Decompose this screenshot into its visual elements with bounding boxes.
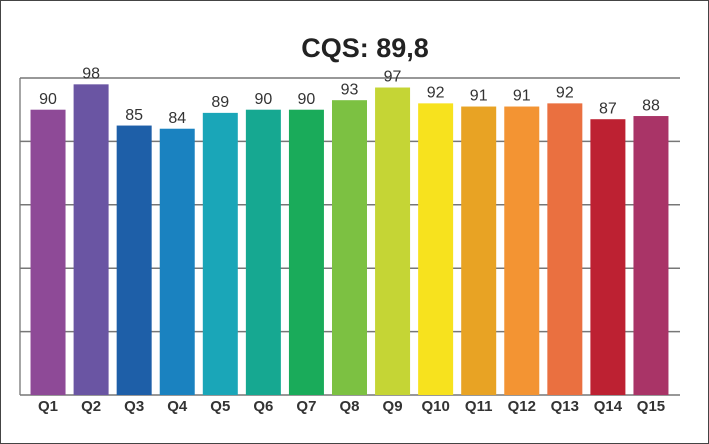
x-tick-label: Q11 [465,398,493,415]
value-label: 88 [642,97,660,114]
bar [547,103,583,396]
x-tick-label: Q7 [296,398,316,415]
bar [288,109,324,395]
bar [73,84,109,395]
bar [375,87,411,395]
bar [461,106,497,395]
x-tick-label: Q15 [637,398,665,415]
value-label: 98 [82,66,100,83]
bar [332,100,367,395]
value-label: 90 [298,91,316,108]
x-tick-label: Q4 [167,398,188,415]
bar [202,112,238,396]
bar [30,109,66,395]
x-tick-label: Q5 [210,398,230,415]
value-label: 92 [556,85,574,102]
value-label: 90 [254,91,272,108]
value-label: 84 [168,110,186,127]
x-tick-label: Q14 [594,398,623,415]
x-tick-label: Q3 [124,398,144,415]
value-label: 92 [427,85,445,102]
value-label: 85 [125,107,143,124]
x-tick-label: Q2 [81,398,101,415]
chart-title: CQS: 89,8 [301,33,429,63]
value-label: 91 [470,88,488,105]
x-tick-label: Q8 [339,398,359,415]
x-tick-label: Q9 [383,398,403,415]
bar [159,128,195,395]
x-tick-label: Q12 [508,398,536,415]
x-tick-label: Q1 [38,398,58,415]
bar [633,116,669,395]
bar [116,125,152,396]
x-tick-label: Q10 [421,398,449,415]
x-tick-label: Q6 [253,398,273,415]
value-label: 91 [513,88,531,105]
value-label: 93 [341,81,359,98]
value-label: 97 [384,69,402,86]
value-label: 87 [599,100,617,117]
value-label: 89 [211,94,229,111]
bar [245,109,281,395]
bar [504,106,540,395]
bar [418,103,454,396]
x-tick-label: Q13 [551,398,579,415]
bar [590,119,626,396]
value-label: 90 [39,91,57,108]
